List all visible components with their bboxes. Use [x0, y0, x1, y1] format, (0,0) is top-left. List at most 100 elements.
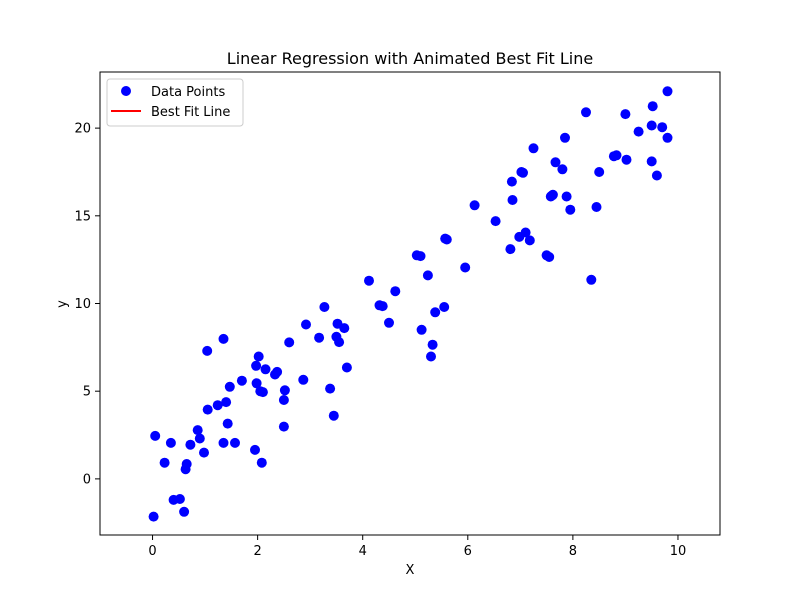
data-point [165, 437, 176, 448]
data-point [565, 204, 576, 215]
data-point [224, 381, 235, 392]
x-tick-label: 8 [569, 544, 577, 559]
data-point [222, 418, 233, 429]
data-point [218, 333, 229, 344]
data-point [647, 101, 658, 112]
data-point [339, 323, 350, 334]
data-point [505, 244, 516, 255]
data-point [202, 345, 213, 356]
data-point [594, 167, 605, 177]
data-point [518, 167, 528, 178]
y-tick-label: 10 [74, 297, 91, 312]
data-point [560, 132, 570, 143]
data-point [251, 378, 262, 389]
data-point [230, 437, 240, 448]
data-point [298, 374, 309, 385]
data-point [314, 332, 325, 343]
y-tick-label: 15 [74, 209, 91, 224]
data-point [194, 433, 205, 444]
data-point [301, 319, 311, 330]
data-point [364, 275, 374, 286]
data-point [561, 191, 572, 202]
x-tick-label: 0 [148, 544, 156, 559]
data-point [581, 107, 591, 118]
data-point [253, 351, 264, 362]
y-tick-label: 0 [83, 472, 91, 487]
data-point [174, 494, 185, 504]
data-point [416, 324, 427, 335]
data-point [150, 430, 161, 441]
data-point [506, 176, 517, 187]
data-point [657, 122, 668, 133]
data-point [591, 202, 602, 212]
data-point [272, 366, 283, 377]
data-point [390, 286, 401, 297]
data-point [260, 364, 271, 375]
legend-box [106, 78, 244, 127]
data-point [547, 189, 558, 200]
data-point [179, 506, 190, 517]
data-point [377, 301, 388, 312]
chart-title: Linear Regression with Animated Best Fit… [227, 49, 593, 68]
x-axis-label: X [406, 563, 415, 578]
data-point [328, 410, 339, 421]
data-point [192, 425, 203, 436]
data-point [256, 457, 267, 468]
data-point [633, 126, 644, 137]
legend-marker-data-points [121, 86, 131, 96]
legend: Data Points Best Fit Line [106, 78, 244, 127]
data-point [621, 154, 632, 165]
data-points-layer [148, 86, 673, 522]
data-point [430, 307, 441, 318]
data-point [325, 383, 336, 394]
x-tick-label: 6 [464, 544, 472, 559]
data-point [646, 120, 657, 131]
data-point [662, 132, 673, 143]
data-point [490, 216, 501, 227]
data-point [218, 437, 229, 448]
data-point [202, 404, 213, 415]
data-point [441, 234, 452, 245]
data-point [524, 235, 535, 246]
data-point [427, 339, 438, 350]
data-point [185, 439, 196, 450]
data-point [557, 164, 568, 175]
data-point [341, 362, 352, 373]
data-point [159, 457, 170, 468]
data-point [611, 150, 622, 161]
data-point [251, 360, 262, 371]
x-tick-label: 10 [670, 544, 687, 559]
data-point [334, 337, 345, 348]
data-point [212, 400, 223, 411]
x-tick-label: 2 [253, 544, 261, 559]
data-point [279, 385, 290, 396]
data-point [507, 195, 518, 205]
data-point [651, 170, 662, 181]
data-point [199, 447, 209, 458]
data-point [319, 302, 330, 312]
legend-label-data-points: Data Points [151, 85, 225, 100]
data-point [528, 143, 539, 154]
data-point [460, 262, 471, 273]
y-axis-label: y [55, 300, 70, 308]
y-tick-label: 20 [74, 122, 91, 137]
data-point [181, 459, 192, 469]
data-point [236, 375, 247, 386]
data-point [646, 156, 657, 167]
data-point [544, 252, 555, 262]
data-point [550, 157, 561, 168]
data-point [620, 109, 631, 120]
x-tick-label: 4 [359, 544, 367, 559]
data-point [284, 337, 295, 348]
data-point [250, 444, 260, 455]
data-point [148, 511, 159, 522]
data-point [278, 421, 289, 432]
data-point [662, 86, 673, 97]
data-point [221, 397, 232, 408]
axes-layer: 0 2 4 6 8 10 0 5 10 15 20 [74, 71, 721, 559]
data-point [257, 387, 268, 398]
data-point [520, 227, 531, 238]
y-tick-label: 5 [83, 385, 91, 400]
data-point [439, 302, 450, 312]
